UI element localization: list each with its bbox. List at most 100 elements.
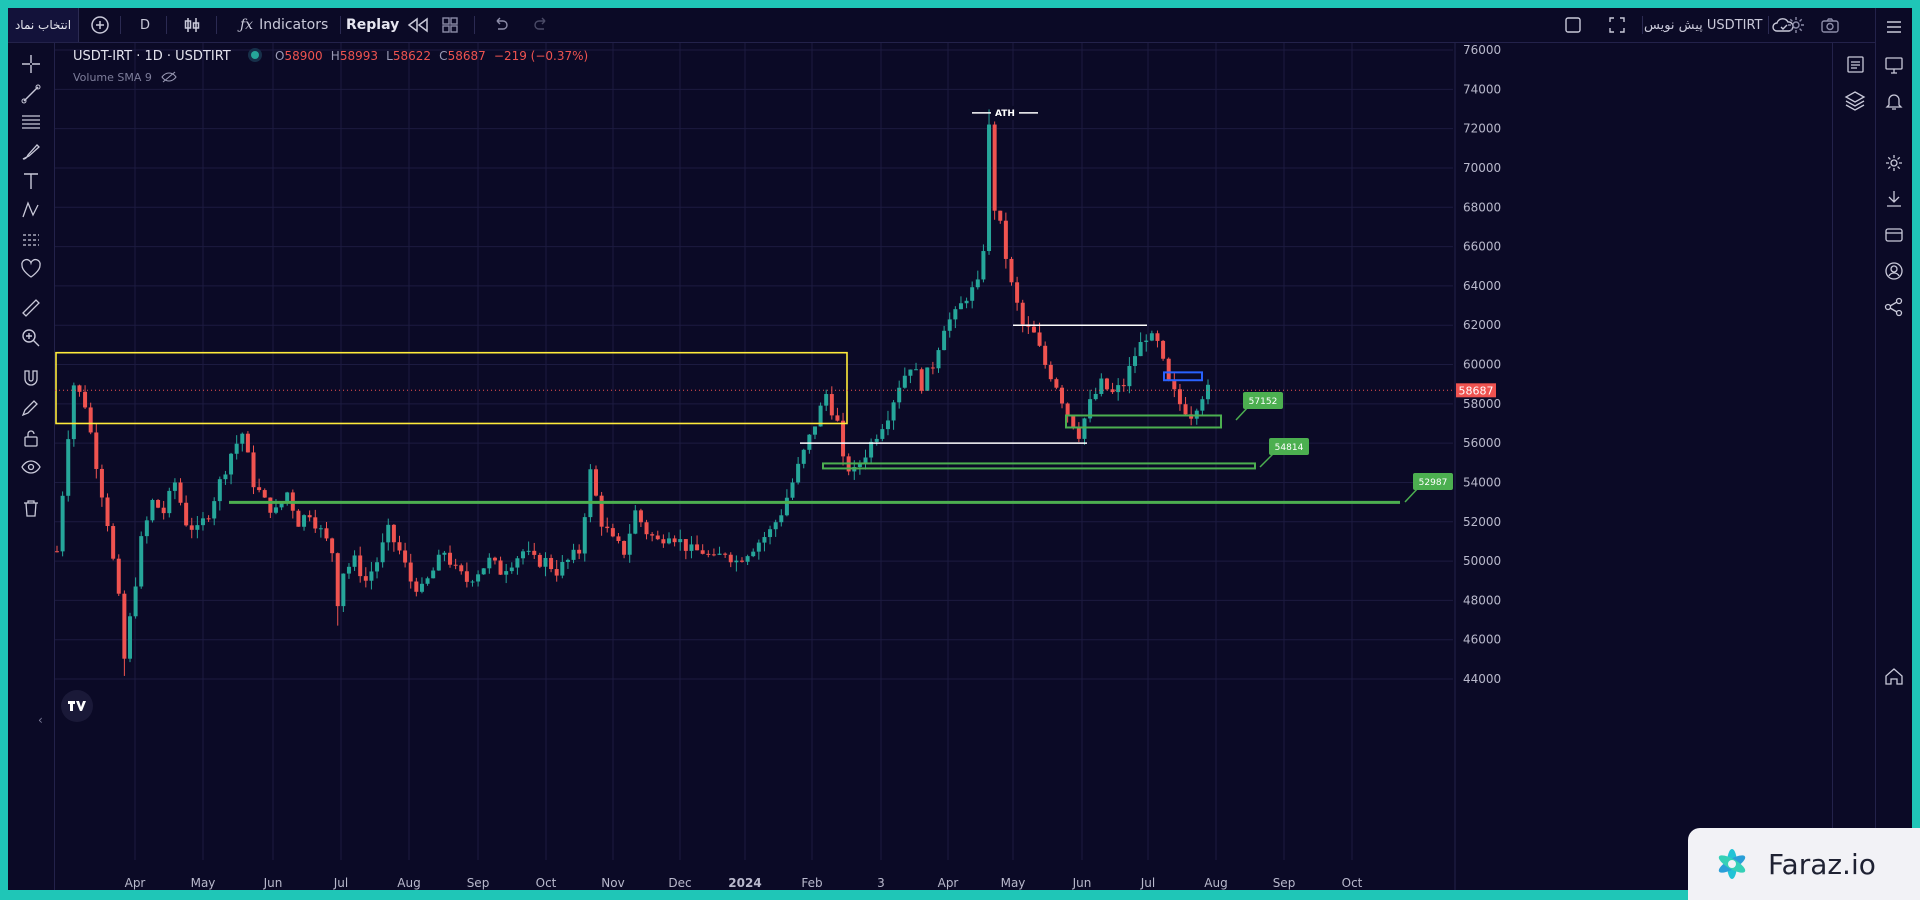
y-tick-label: 74000 bbox=[1463, 82, 1501, 96]
candle-body bbox=[71, 385, 76, 440]
crosshair-tool[interactable] bbox=[18, 51, 44, 77]
share-button[interactable] bbox=[1881, 294, 1907, 320]
replay-button[interactable]: Replay bbox=[346, 8, 431, 42]
candle-body bbox=[189, 525, 194, 530]
interval-button[interactable]: D bbox=[140, 8, 150, 42]
square-icon bbox=[1565, 17, 1581, 33]
brush-tool[interactable] bbox=[18, 139, 44, 165]
candle-body bbox=[902, 375, 907, 388]
candle-body bbox=[532, 550, 537, 555]
candle-body bbox=[358, 555, 363, 577]
profile-button[interactable] bbox=[1881, 258, 1907, 284]
fx-icon: ƒx bbox=[240, 17, 254, 33]
candle-body bbox=[279, 502, 284, 508]
home-button[interactable] bbox=[1881, 663, 1907, 689]
order-block-box[interactable] bbox=[1163, 371, 1203, 382]
candle-body bbox=[122, 593, 127, 659]
candle-body bbox=[874, 438, 879, 442]
candle-body bbox=[1060, 387, 1065, 404]
save-layout-button[interactable]: پیش نویس USDTIRT bbox=[1644, 8, 1795, 42]
candle-body bbox=[504, 571, 509, 575]
candle-body bbox=[605, 526, 610, 529]
candle-body bbox=[869, 441, 874, 458]
remove-drawings-tool[interactable] bbox=[18, 495, 44, 521]
collapse-toolbar-arrow[interactable]: ‹ bbox=[38, 713, 43, 727]
settings-button[interactable] bbox=[1786, 8, 1806, 42]
low-label: L bbox=[386, 49, 393, 63]
text-tool[interactable] bbox=[18, 168, 44, 194]
candle-body bbox=[521, 551, 526, 559]
candle-body bbox=[335, 553, 340, 607]
indicators-button[interactable]: ƒx Indicators bbox=[240, 8, 328, 42]
screenshot-button[interactable] bbox=[1820, 8, 1840, 42]
layout-icon bbox=[442, 17, 458, 33]
download-button[interactable] bbox=[1881, 186, 1907, 212]
measure-tool[interactable] bbox=[18, 295, 44, 321]
fullscreen-button[interactable] bbox=[1608, 8, 1626, 42]
chart-type-button[interactable] bbox=[182, 8, 202, 42]
alerts-button[interactable] bbox=[1881, 88, 1907, 114]
callout-label: 54814 bbox=[1275, 443, 1304, 453]
resistance-zone-box[interactable] bbox=[55, 351, 848, 425]
layout-button[interactable] bbox=[440, 8, 460, 42]
candle-body bbox=[223, 474, 228, 480]
candle-body bbox=[891, 402, 896, 421]
zoom-tool[interactable] bbox=[18, 325, 44, 351]
chart-settings-button[interactable] bbox=[1881, 150, 1907, 176]
add-symbol-button[interactable] bbox=[90, 8, 110, 42]
wallet-button[interactable] bbox=[1881, 222, 1907, 248]
watchlist-button[interactable] bbox=[1842, 51, 1868, 77]
eye-off-icon[interactable] bbox=[161, 71, 178, 83]
callout-box[interactable] bbox=[1243, 392, 1283, 409]
fib-tool[interactable] bbox=[18, 109, 44, 135]
layout-toggle-button[interactable] bbox=[1564, 8, 1582, 42]
support-zone-54814[interactable] bbox=[822, 462, 1256, 470]
support-zone-57152[interactable] bbox=[1065, 414, 1222, 429]
candle-body bbox=[1043, 345, 1048, 365]
candle-body bbox=[919, 369, 924, 391]
magnet-tool[interactable] bbox=[18, 365, 44, 391]
candle-body bbox=[1037, 332, 1042, 346]
price-chart[interactable]: 76000 74000 72000 70000 68000 66000 64000 62000… bbox=[55, 43, 1831, 890]
lock-tool[interactable] bbox=[18, 425, 44, 451]
x-tick-label: Apr bbox=[125, 876, 146, 890]
pattern-tool[interactable] bbox=[18, 197, 44, 223]
x-tick-label: Jul bbox=[333, 876, 348, 890]
x-tick-label: Oct bbox=[536, 876, 557, 890]
candle-body bbox=[1189, 414, 1194, 419]
undo-button[interactable] bbox=[492, 8, 510, 42]
menu-icon bbox=[1887, 21, 1901, 33]
candle-body bbox=[1104, 378, 1109, 390]
candle-body bbox=[111, 526, 116, 559]
y-tick-label: 46000 bbox=[1463, 633, 1501, 647]
callout-box[interactable] bbox=[1269, 438, 1309, 455]
candle-body bbox=[116, 558, 121, 594]
ath-label-bg bbox=[991, 105, 1019, 120]
candle-body bbox=[273, 507, 278, 513]
candle-body bbox=[414, 581, 419, 592]
hide-drawings-tool[interactable] bbox=[18, 454, 44, 480]
pencil-lock-icon bbox=[21, 400, 38, 417]
redo-button[interactable] bbox=[532, 8, 550, 42]
trendline-tool[interactable] bbox=[18, 81, 44, 107]
forecast-tool[interactable] bbox=[18, 227, 44, 253]
favorites-tool[interactable] bbox=[18, 256, 44, 282]
monitor-button[interactable] bbox=[1881, 52, 1907, 78]
candle-body bbox=[790, 482, 795, 498]
candle-body bbox=[914, 369, 919, 371]
symbol-selector-button[interactable]: انتخاب نماد bbox=[8, 8, 79, 42]
last-price-tag bbox=[1456, 383, 1496, 398]
main-menu-button[interactable] bbox=[1881, 14, 1907, 40]
candle-body bbox=[1144, 340, 1149, 343]
candle-body bbox=[897, 387, 902, 403]
magnet-icon bbox=[24, 370, 38, 386]
chart-pane[interactable]: 76000 74000 72000 70000 68000 66000 64000 62000… bbox=[55, 43, 1831, 890]
symbol-selector-label: انتخاب نماد bbox=[14, 18, 72, 32]
object-tree-button[interactable] bbox=[1842, 87, 1868, 113]
candle-body bbox=[1149, 333, 1154, 341]
x-tick-label: Dec bbox=[668, 876, 691, 890]
candle-body bbox=[167, 490, 172, 514]
callout-box[interactable] bbox=[1413, 473, 1453, 490]
stay-drawing-tool[interactable] bbox=[18, 395, 44, 421]
candle-body bbox=[700, 550, 705, 554]
